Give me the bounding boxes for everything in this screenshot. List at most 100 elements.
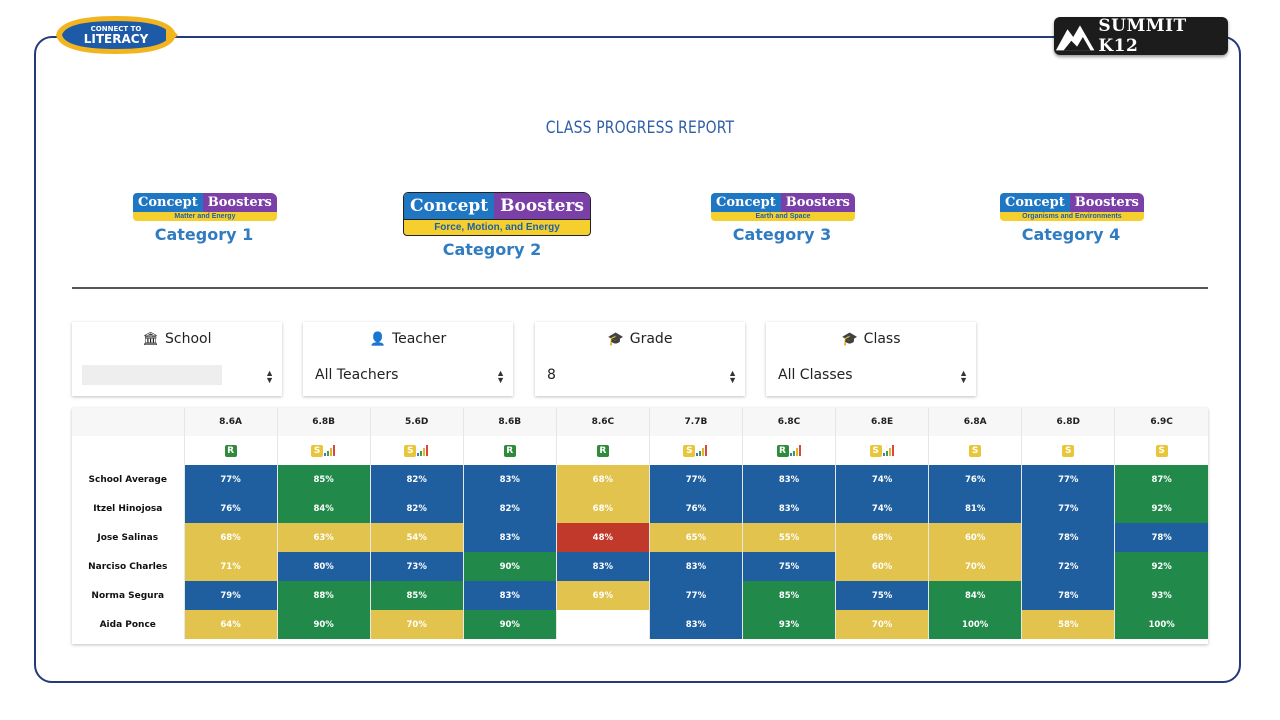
score-cell[interactable]: 87% — [1114, 465, 1208, 494]
score-cell[interactable]: 82% — [369, 494, 464, 523]
score-cell[interactable]: 78% — [1021, 581, 1115, 610]
score-cell[interactable]: 77% — [648, 581, 743, 610]
grade-select[interactable]: 8 — [541, 362, 739, 388]
score-cell[interactable]: 70% — [369, 610, 464, 639]
grade-select-value: 8 — [547, 367, 556, 383]
score-cell[interactable]: 60% — [835, 552, 929, 581]
column-header[interactable]: 6.8E — [835, 408, 929, 436]
table-row: Norma Segura 79% 88% 85% 83% 69% 77% 85% 75% 84% 7… — [72, 581, 1208, 610]
score-cell[interactable]: 83% — [462, 581, 557, 610]
score-cell[interactable]: 55% — [741, 523, 836, 552]
score-cell[interactable]: 83% — [555, 552, 650, 581]
score-cell[interactable]: 68% — [835, 523, 929, 552]
column-header[interactable]: 5.6D — [369, 408, 464, 436]
score-cell[interactable]: 88% — [276, 581, 371, 610]
score-cell[interactable]: 83% — [741, 465, 836, 494]
category-4[interactable]: Concept Boosters Organisms and Environmen… — [1000, 193, 1144, 244]
score-cell[interactable]: 76% — [183, 494, 278, 523]
score-cell[interactable]: 78% — [1114, 523, 1208, 552]
teacher-select[interactable]: All Teachers — [309, 362, 507, 388]
school-select[interactable] — [78, 362, 276, 388]
column-header[interactable]: 8.6C — [555, 408, 650, 436]
score-cell[interactable]: 76% — [928, 465, 1022, 494]
score-cell[interactable]: 83% — [462, 523, 557, 552]
column-header[interactable]: 6.8C — [741, 408, 836, 436]
score-cell[interactable]: 100% — [928, 610, 1022, 639]
score-cell[interactable]: 93% — [741, 610, 836, 639]
score-cell[interactable]: 90% — [462, 552, 557, 581]
score-cell[interactable]: 90% — [462, 610, 557, 639]
score-cell[interactable]: 93% — [1114, 581, 1208, 610]
score-cell[interactable]: 80% — [276, 552, 371, 581]
score-cell[interactable]: 85% — [276, 465, 371, 494]
badge-subtitle: Matter and Energy — [133, 212, 277, 221]
score-cell[interactable]: 85% — [741, 581, 836, 610]
s-badge-icon: S — [1155, 444, 1168, 457]
score-cell[interactable] — [555, 610, 650, 639]
score-cell[interactable]: 74% — [835, 465, 929, 494]
score-cell[interactable]: 79% — [183, 581, 278, 610]
bank-icon: 🏛 — [142, 331, 160, 347]
score-cell[interactable]: 77% — [1021, 494, 1115, 523]
score-cell[interactable]: 75% — [741, 552, 836, 581]
class-filter-label: Class — [863, 331, 901, 347]
score-cell[interactable]: 84% — [928, 581, 1022, 610]
score-cell[interactable]: 100% — [1114, 610, 1208, 639]
score-cell[interactable]: 82% — [462, 494, 557, 523]
column-header[interactable]: 6.8A — [928, 408, 1022, 436]
score-cell[interactable]: 73% — [369, 552, 464, 581]
student-name[interactable]: Aida Ponce — [72, 610, 184, 639]
column-header[interactable]: 6.9C — [1114, 408, 1208, 436]
class-select[interactable]: All Classes — [772, 362, 970, 388]
score-cell[interactable]: 65% — [648, 523, 743, 552]
score-cell[interactable]: 82% — [369, 465, 464, 494]
score-cell[interactable]: 81% — [928, 494, 1022, 523]
score-cell[interactable]: 85% — [369, 581, 464, 610]
score-cell[interactable]: 83% — [648, 552, 743, 581]
column-header[interactable]: 8.6B — [462, 408, 557, 436]
score-cell[interactable]: 63% — [276, 523, 371, 552]
score-cell[interactable]: 74% — [835, 494, 929, 523]
score-cell[interactable]: 69% — [555, 581, 650, 610]
score-cell[interactable]: 48% — [555, 523, 650, 552]
score-cell[interactable]: 77% — [648, 465, 743, 494]
score-cell[interactable]: 70% — [928, 552, 1022, 581]
score-cell[interactable]: 68% — [555, 465, 650, 494]
score-cell[interactable]: 54% — [369, 523, 464, 552]
student-name[interactable]: Norma Segura — [72, 581, 184, 610]
score-cell[interactable]: 84% — [276, 494, 371, 523]
score-cell[interactable]: 71% — [183, 552, 278, 581]
student-name[interactable]: Narciso Charles — [72, 552, 184, 581]
score-cell[interactable]: 83% — [462, 465, 557, 494]
category-3[interactable]: Concept Boosters Earth and Space Category… — [711, 193, 855, 244]
student-name[interactable]: School Average — [72, 465, 184, 494]
score-cell[interactable]: 68% — [555, 494, 650, 523]
score-cell[interactable]: 83% — [741, 494, 836, 523]
score-cell[interactable]: 92% — [1114, 552, 1208, 581]
score-cell[interactable]: 75% — [835, 581, 929, 610]
page-title: CLASS PROGRESS REPORT — [545, 118, 735, 138]
score-cell[interactable]: 60% — [928, 523, 1022, 552]
score-cell[interactable]: 64% — [183, 610, 278, 639]
column-header[interactable]: 6.8D — [1021, 408, 1115, 436]
column-header[interactable]: 7.7B — [648, 408, 743, 436]
score-cell[interactable]: 72% — [1021, 552, 1115, 581]
score-cell[interactable]: 77% — [183, 465, 278, 494]
score-cell[interactable]: 76% — [648, 494, 743, 523]
score-cell[interactable]: 77% — [1021, 465, 1115, 494]
column-header[interactable]: 8.6A — [183, 408, 278, 436]
score-cell[interactable]: 78% — [1021, 523, 1115, 552]
student-name[interactable]: Jose Salinas — [72, 523, 184, 552]
student-name[interactable]: Itzel Hinojosa — [72, 494, 184, 523]
score-cell[interactable]: 92% — [1114, 494, 1208, 523]
category-2[interactable]: Concept Boosters Force, Motion, and Energ… — [403, 192, 591, 259]
score-cell[interactable]: 70% — [835, 610, 929, 639]
score-cell[interactable]: 58% — [1021, 610, 1115, 639]
score-cell[interactable]: 68% — [183, 523, 278, 552]
score-cell[interactable]: 83% — [648, 610, 743, 639]
badge-word2: Boosters — [494, 193, 590, 219]
corner-cell — [72, 436, 184, 465]
column-header[interactable]: 6.8B — [276, 408, 371, 436]
score-cell[interactable]: 90% — [276, 610, 371, 639]
category-1[interactable]: Concept Boosters Matter and Energy Catego… — [133, 193, 277, 244]
